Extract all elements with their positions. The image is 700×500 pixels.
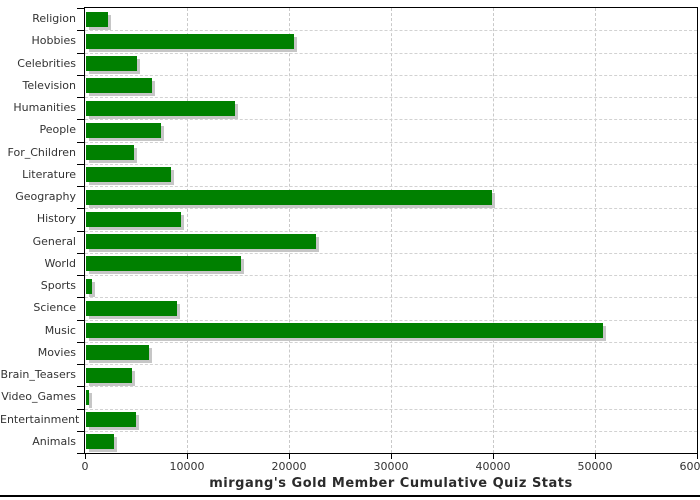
y-axis-label-people: People xyxy=(39,123,76,137)
y-axis-tick-animals xyxy=(77,431,85,432)
y-axis-tick-celebrities xyxy=(77,53,85,54)
x-axis-tick-label-50000: 50000 xyxy=(577,460,613,473)
bar-celebrities xyxy=(86,56,137,72)
horizontal-gridline-4 xyxy=(85,97,697,98)
horizontal-gridline-9 xyxy=(85,208,697,210)
bar-brain-teasers xyxy=(86,367,132,383)
bar-music xyxy=(86,323,603,339)
y-axis-label-religion: Religion xyxy=(32,12,76,25)
bar-people xyxy=(86,122,161,138)
y-axis-tick-religion xyxy=(77,8,85,9)
bar-geography xyxy=(86,189,492,205)
bar-sports xyxy=(86,278,92,294)
y-axis-label-brain-teasers: Brain_Teasers xyxy=(0,368,76,381)
x-axis-tick-label-40000: 40000 xyxy=(475,460,511,473)
bar-science xyxy=(86,300,177,316)
y-axis-tick-history xyxy=(77,208,85,209)
x-axis-tick-label-30000: 30000 xyxy=(373,460,409,473)
y-axis-tick-general xyxy=(77,231,85,232)
horizontal-gridline-17 xyxy=(85,386,697,388)
y-axis-tick-sports xyxy=(77,275,85,276)
horizontal-gridline-19 xyxy=(85,430,697,432)
horizontal-gridline-2 xyxy=(85,52,697,54)
horizontal-gridline-18 xyxy=(85,408,697,410)
bar-religion xyxy=(86,11,108,27)
x-axis-tick-label-20000: 20000 xyxy=(271,460,307,473)
y-axis-label-music: Music xyxy=(44,323,76,337)
y-axis-label-sports: Sports xyxy=(40,279,76,292)
bar-humanities xyxy=(86,100,235,116)
x-axis-tick-40000 xyxy=(493,453,494,459)
horizontal-gridline-7 xyxy=(85,163,697,165)
x-axis-tick-20000 xyxy=(289,453,290,459)
bar-for-children xyxy=(86,145,134,161)
chart-title: mirgang's Gold Member Cumulative Quiz St… xyxy=(209,476,573,491)
y-axis-tick-movies xyxy=(77,342,85,343)
y-axis-label-humanities: Humanities xyxy=(13,101,76,114)
bottom-border-line xyxy=(0,495,700,497)
y-axis-label-entertainment: Entertainment xyxy=(0,412,80,426)
horizontal-gridline-10 xyxy=(85,230,697,232)
x-axis-tick-10000 xyxy=(187,453,188,459)
bar-world xyxy=(86,256,241,272)
horizontal-gridline-3 xyxy=(85,74,697,76)
y-axis-tick-humanities xyxy=(77,97,85,98)
y-axis-label-for-children: For_Children xyxy=(7,145,76,159)
bar-general xyxy=(86,234,316,250)
y-axis-tick-for-children xyxy=(77,142,85,143)
x-axis-tick-label-0: 0 xyxy=(81,460,89,473)
x-axis-tick-0 xyxy=(85,453,86,459)
horizontal-gridline-15 xyxy=(85,341,697,343)
y-axis-tick-entertainment xyxy=(77,409,85,410)
horizontal-gridline-14 xyxy=(85,319,697,321)
y-axis-label-science: Science xyxy=(33,301,76,315)
horizontal-gridline-12 xyxy=(85,275,697,276)
horizontal-gridline-8 xyxy=(85,186,697,187)
x-axis-tick-label-10000: 10000 xyxy=(169,460,205,473)
y-axis-tick-brain-teasers xyxy=(77,364,85,365)
y-axis-tick-hobbies xyxy=(77,30,85,31)
bar-history xyxy=(86,211,181,227)
y-axis-label-hobbies: Hobbies xyxy=(31,34,76,48)
y-axis-label-celebrities: Celebrities xyxy=(17,56,76,70)
y-axis-tick-bottom xyxy=(77,453,85,454)
x-axis-tick-60000 xyxy=(697,453,698,459)
horizontal-gridline-5 xyxy=(85,119,697,121)
y-axis-label-world: World xyxy=(44,256,76,270)
y-axis-label-history: History xyxy=(36,212,76,226)
y-axis-tick-literature xyxy=(77,164,85,165)
y-axis-label-geography: Geography xyxy=(15,190,76,203)
y-axis-label-literature: Literature xyxy=(22,167,76,181)
horizontal-gridline-1 xyxy=(85,30,697,32)
x-axis-tick-label-60000: 60000 xyxy=(679,460,700,473)
y-axis-tick-video-games xyxy=(77,386,85,387)
y-axis-label-animals: Animals xyxy=(32,434,76,448)
y-axis-tick-music xyxy=(77,320,85,321)
horizontal-gridline-6 xyxy=(85,141,697,143)
bar-hobbies xyxy=(86,33,294,49)
y-axis-label-television: Television xyxy=(22,78,77,92)
y-axis-tick-people xyxy=(77,119,85,120)
bar-movies xyxy=(86,345,149,361)
y-axis-label-movies: Movies xyxy=(37,345,76,359)
horizontal-gridline-16 xyxy=(85,364,697,365)
bar-video-games xyxy=(86,389,89,405)
y-axis-label-general: General xyxy=(32,234,76,248)
y-axis-tick-science xyxy=(77,297,85,298)
bar-television xyxy=(86,78,152,94)
horizontal-gridline-13 xyxy=(85,297,697,299)
y-axis-label-video-games: Video_Games xyxy=(1,390,76,404)
y-axis-tick-world xyxy=(77,253,85,254)
bar-literature xyxy=(86,167,171,183)
x-axis-tick-30000 xyxy=(391,453,392,459)
bar-animals xyxy=(86,434,114,450)
y-axis-tick-geography xyxy=(77,186,85,187)
x-axis-tick-50000 xyxy=(595,453,596,459)
horizontal-gridline-11 xyxy=(85,252,697,254)
bar-entertainment xyxy=(86,412,136,428)
y-axis-tick-television xyxy=(77,75,85,76)
